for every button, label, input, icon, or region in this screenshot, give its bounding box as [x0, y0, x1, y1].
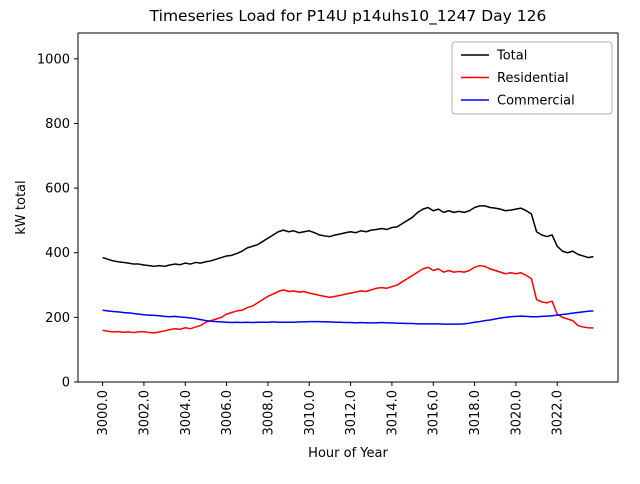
- x-tick-label: 3010.0: [303, 390, 318, 436]
- legend-box: [451, 41, 613, 115]
- x-tick-label: 3008.0: [261, 390, 276, 436]
- y-tick-label: 200: [45, 311, 70, 326]
- y-tick-label: 800: [45, 117, 70, 132]
- x-tick-label: 3022.0: [551, 390, 566, 436]
- x-tick-label: 3014.0: [385, 390, 400, 436]
- x-tick-label: 3018.0: [468, 390, 483, 436]
- legend-label-total: Total: [496, 49, 527, 64]
- legend-label-residential: Residential: [497, 71, 569, 86]
- y-tick-label: 400: [45, 246, 70, 261]
- x-axis-label: Hour of Year: [308, 446, 388, 461]
- x-tick-label: 3012.0: [344, 390, 359, 436]
- y-axis-label: kW total: [14, 180, 29, 234]
- legend-label-commercial: Commercial: [497, 94, 575, 109]
- series-residential-line: [102, 264, 594, 334]
- y-tick-label: 1000: [37, 52, 70, 67]
- x-tick-label: 3006.0: [220, 390, 235, 436]
- y-tick-label: 600: [45, 182, 70, 197]
- x-tick-label: 3020.0: [509, 390, 524, 436]
- chart-title: Timeseries Load for P14U p14uhs10_1247 D…: [149, 7, 547, 26]
- x-tick-label: 3000.0: [96, 390, 111, 436]
- x-tick-label: 3004.0: [179, 390, 194, 436]
- axes-frame: [77, 32, 619, 383]
- series-total-line: [102, 205, 594, 268]
- x-tick-label: 3016.0: [427, 390, 442, 436]
- series-commercial-line: [102, 309, 594, 325]
- y-tick-label: 0: [62, 376, 70, 391]
- x-tick-label: 3002.0: [137, 390, 152, 436]
